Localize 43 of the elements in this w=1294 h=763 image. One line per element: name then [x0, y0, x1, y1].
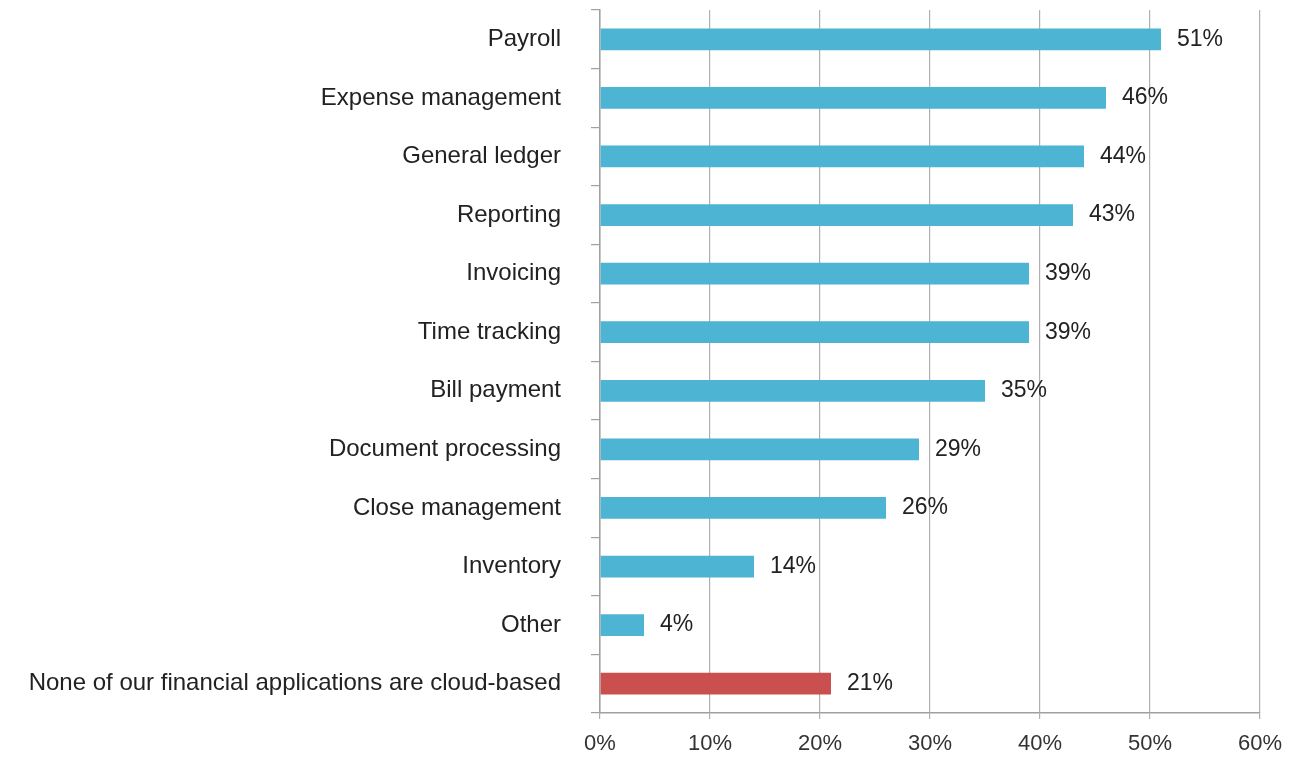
bar [600, 262, 1029, 285]
y-tick-label: Reporting [456, 199, 561, 227]
x-tick-label: 60% [1237, 730, 1283, 756]
bar [600, 204, 1073, 226]
data-label: 51% [1176, 24, 1224, 51]
data-label: 21% [846, 669, 894, 696]
bar [600, 321, 1029, 344]
data-label: 43% [1088, 200, 1136, 227]
y-tick-label: None of our financial applications are cloud-based [28, 668, 561, 696]
data-label: 35% [1000, 376, 1048, 403]
y-tick-label: Close management [352, 492, 562, 520]
data-label: 26% [901, 493, 949, 520]
bar [600, 555, 754, 578]
x-tick-label: 40% [1017, 730, 1063, 756]
y-tick-label: Inventory [462, 551, 561, 579]
x-tick-label: 20% [797, 730, 843, 756]
data-label: 44% [1099, 141, 1147, 168]
data-label: 29% [934, 434, 982, 461]
x-tick-label: 30% [907, 730, 953, 756]
bar [600, 497, 886, 519]
y-tick-label: General ledger [402, 141, 562, 169]
x-tick-label: 10% [687, 730, 733, 756]
y-tick-label: Time tracking [417, 316, 561, 344]
y-tick-label: Document processing [328, 434, 561, 461]
data-label: 39% [1044, 317, 1092, 344]
bar [600, 145, 1084, 168]
y-tick-label: Bill payment [430, 375, 562, 403]
bar [600, 672, 831, 695]
data-label: 4% [660, 610, 694, 637]
bar [600, 28, 1161, 51]
data-label: 14% [770, 551, 817, 578]
bar [600, 614, 644, 636]
data-label: 46% [1121, 83, 1169, 110]
x-tick-label: 0% [584, 730, 616, 756]
y-tick-label: Expense management [320, 82, 562, 110]
bar [600, 438, 919, 461]
data-label: 39% [1044, 258, 1092, 285]
y-tick-label: Invoicing [466, 258, 561, 286]
y-tick-label: Payroll [487, 23, 561, 51]
bar [600, 87, 1106, 109]
y-tick-label: Other [500, 609, 561, 637]
x-tick-label: 50% [1127, 730, 1173, 756]
bar [600, 379, 985, 402]
